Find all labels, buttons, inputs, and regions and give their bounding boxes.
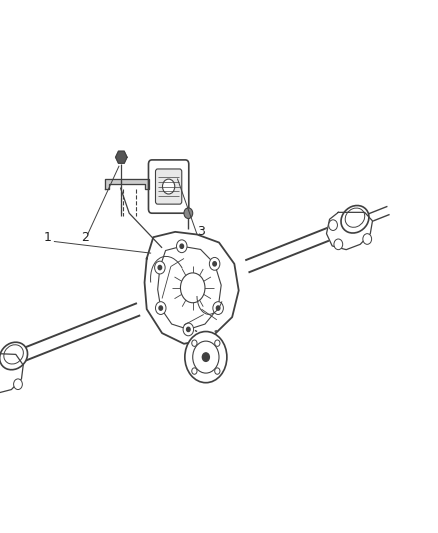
Text: 2: 2 [81,231,89,244]
Circle shape [209,257,220,270]
Polygon shape [105,179,149,189]
Circle shape [155,302,166,314]
Circle shape [180,244,184,248]
FancyBboxPatch shape [155,169,182,204]
Circle shape [334,239,343,249]
Ellipse shape [0,342,28,370]
Circle shape [213,302,223,314]
Circle shape [215,368,220,374]
Circle shape [183,323,194,336]
Circle shape [177,240,187,253]
Circle shape [192,368,197,374]
Circle shape [192,340,197,346]
Circle shape [187,327,190,332]
Polygon shape [326,212,372,249]
Circle shape [155,261,165,274]
Polygon shape [116,151,127,163]
Circle shape [158,265,162,270]
FancyBboxPatch shape [148,160,189,213]
Ellipse shape [341,206,369,233]
Circle shape [14,379,22,390]
Circle shape [162,179,175,194]
Circle shape [215,340,220,346]
Circle shape [363,233,371,244]
Circle shape [159,306,162,310]
Circle shape [216,306,220,310]
Circle shape [213,262,216,266]
Polygon shape [0,353,23,393]
Text: 3: 3 [198,225,205,238]
Circle shape [185,332,227,383]
Circle shape [180,273,205,303]
Circle shape [202,353,209,361]
Circle shape [328,220,337,230]
Text: 1: 1 [43,231,51,244]
Circle shape [184,208,193,219]
Polygon shape [145,232,239,344]
